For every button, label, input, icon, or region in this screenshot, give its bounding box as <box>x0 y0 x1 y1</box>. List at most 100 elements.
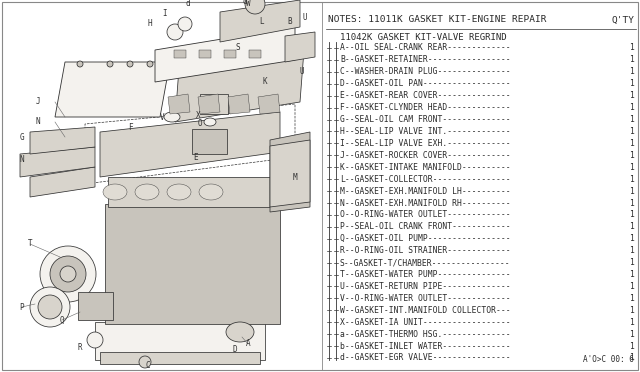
Polygon shape <box>175 37 305 122</box>
Bar <box>174 50 186 58</box>
Circle shape <box>167 24 183 40</box>
Polygon shape <box>30 127 95 154</box>
Text: K--GASKET-INTAKE MANIFOLD----------: K--GASKET-INTAKE MANIFOLD---------- <box>340 163 511 172</box>
Text: 1: 1 <box>629 139 634 148</box>
Circle shape <box>50 256 86 292</box>
Text: O: O <box>198 119 202 128</box>
Text: X: X <box>196 112 200 121</box>
Text: d--GASKET-EGR VALVE----------------: d--GASKET-EGR VALVE---------------- <box>340 353 511 362</box>
Text: B--GASKET-RETAINER-----------------: B--GASKET-RETAINER----------------- <box>340 55 511 64</box>
Ellipse shape <box>204 118 216 126</box>
Text: N: N <box>20 155 24 164</box>
Circle shape <box>127 61 133 67</box>
Circle shape <box>30 287 70 327</box>
Text: 1: 1 <box>629 246 634 255</box>
Text: R: R <box>77 343 83 352</box>
Polygon shape <box>100 112 280 177</box>
Text: 11042K GASKET KIT-VALVE REGRIND: 11042K GASKET KIT-VALVE REGRIND <box>340 33 507 42</box>
Text: 1: 1 <box>629 211 634 219</box>
Text: 1: 1 <box>629 258 634 267</box>
Text: U: U <box>303 13 307 22</box>
Text: C: C <box>146 362 150 371</box>
Text: K: K <box>262 77 268 87</box>
Text: D--GASKET-OIL PAN------------------: D--GASKET-OIL PAN------------------ <box>340 79 511 88</box>
Ellipse shape <box>164 112 180 122</box>
Text: M--GASKET-EXH.MANIFOLD LH----------: M--GASKET-EXH.MANIFOLD LH---------- <box>340 187 511 196</box>
Bar <box>249 50 261 58</box>
Circle shape <box>147 61 153 67</box>
Text: J--GASKET-ROCKER COVER-------------: J--GASKET-ROCKER COVER------------- <box>340 151 511 160</box>
Text: 1: 1 <box>629 151 634 160</box>
Text: d: d <box>243 0 247 6</box>
Circle shape <box>60 266 76 282</box>
Text: R--O-RING-OIL STRAINER-------------: R--O-RING-OIL STRAINER------------- <box>340 246 511 255</box>
Text: T--GASKET-WATER PUMP---------------: T--GASKET-WATER PUMP--------------- <box>340 270 511 279</box>
Text: Q: Q <box>60 315 64 324</box>
Circle shape <box>107 61 113 67</box>
Text: 1: 1 <box>629 222 634 231</box>
Polygon shape <box>220 0 300 42</box>
Text: V: V <box>160 112 164 122</box>
Text: 1: 1 <box>629 79 634 88</box>
Text: 1: 1 <box>629 330 634 339</box>
Text: A: A <box>246 340 250 349</box>
Text: B: B <box>288 17 292 26</box>
Circle shape <box>178 17 192 31</box>
Polygon shape <box>228 94 250 114</box>
Text: b--GASKET-INLET WATER--------------: b--GASKET-INLET WATER-------------- <box>340 341 511 350</box>
Polygon shape <box>30 167 95 197</box>
Text: L--GASKET-COLLECTOR----------------: L--GASKET-COLLECTOR---------------- <box>340 174 511 184</box>
Text: 1: 1 <box>629 187 634 196</box>
Circle shape <box>77 61 83 67</box>
Bar <box>78 292 113 320</box>
Text: 1: 1 <box>629 234 634 243</box>
Text: d: d <box>186 0 190 9</box>
Text: 1: 1 <box>629 115 634 124</box>
Text: U: U <box>300 67 304 77</box>
Text: E--GASKET-REAR COVER---------------: E--GASKET-REAR COVER--------------- <box>340 91 511 100</box>
Circle shape <box>245 0 265 14</box>
Text: V--O-RING-WATER OUTLET-------------: V--O-RING-WATER OUTLET------------- <box>340 294 511 303</box>
Text: H--SEAL-LIP VALVE INT.-------------: H--SEAL-LIP VALVE INT.------------- <box>340 127 511 136</box>
Text: 1: 1 <box>629 127 634 136</box>
Bar <box>192 129 227 154</box>
Text: O--O-RING-WATER OUTLET-------------: O--O-RING-WATER OUTLET------------- <box>340 211 511 219</box>
Text: W--GASKET-INT.MANIFOLD COLLECTOR---: W--GASKET-INT.MANIFOLD COLLECTOR--- <box>340 306 511 315</box>
Ellipse shape <box>135 184 159 200</box>
Polygon shape <box>270 140 310 207</box>
Text: 1: 1 <box>629 199 634 208</box>
Text: I--SEAL-LIP VALVE EXH.-------------: I--SEAL-LIP VALVE EXH.------------- <box>340 139 511 148</box>
Polygon shape <box>258 94 280 114</box>
Text: G: G <box>20 132 24 141</box>
Bar <box>95 322 265 360</box>
Polygon shape <box>55 62 170 117</box>
Text: U--GASKET-RETURN PIPE--------------: U--GASKET-RETURN PIPE-------------- <box>340 282 511 291</box>
Ellipse shape <box>103 184 127 200</box>
Ellipse shape <box>167 184 191 200</box>
Text: W: W <box>246 0 250 9</box>
Text: D: D <box>233 346 237 355</box>
Polygon shape <box>20 147 95 177</box>
Polygon shape <box>198 94 220 114</box>
Text: N--GASKET-EXH.MANIFOLD RH----------: N--GASKET-EXH.MANIFOLD RH---------- <box>340 199 511 208</box>
Text: F--GASKET-CLYNDER HEAD-------------: F--GASKET-CLYNDER HEAD------------- <box>340 103 511 112</box>
Circle shape <box>87 332 103 348</box>
Text: 1: 1 <box>629 103 634 112</box>
Text: 1: 1 <box>629 318 634 327</box>
Bar <box>108 177 278 207</box>
Text: Q--GASKET-OIL PUMP-----------------: Q--GASKET-OIL PUMP----------------- <box>340 234 511 243</box>
Text: P: P <box>20 302 24 311</box>
Text: S: S <box>236 42 240 51</box>
Text: A'O>C 00: 6: A'O>C 00: 6 <box>583 355 634 364</box>
Text: X--GASKET-IA UNIT------------------: X--GASKET-IA UNIT------------------ <box>340 318 511 327</box>
Text: E: E <box>194 154 198 163</box>
Text: 1: 1 <box>629 294 634 303</box>
Text: I: I <box>163 10 167 19</box>
Text: Q'TY: Q'TY <box>611 16 634 25</box>
Bar <box>200 94 228 114</box>
Circle shape <box>139 356 151 368</box>
Text: 1: 1 <box>629 306 634 315</box>
Text: M: M <box>292 173 298 182</box>
Bar <box>199 50 211 58</box>
Text: 1: 1 <box>629 353 634 362</box>
